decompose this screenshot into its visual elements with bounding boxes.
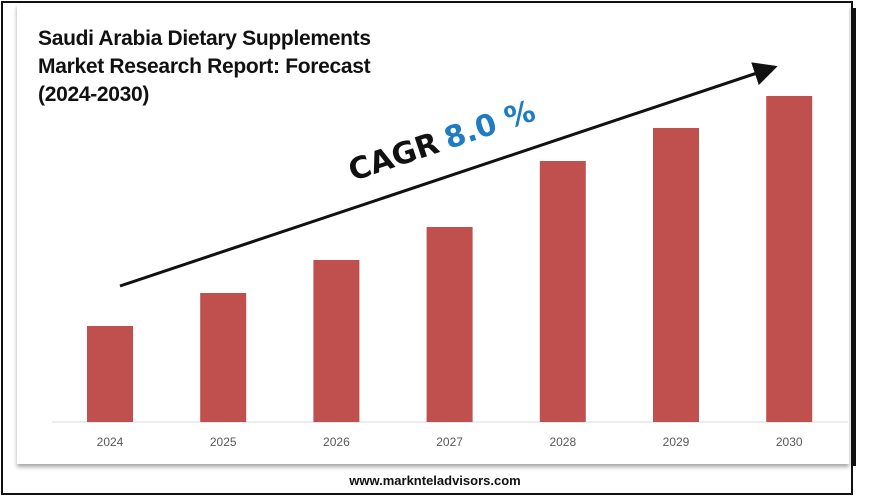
bar-2026 [313,260,360,422]
x-tick-label: 2027 [436,435,463,449]
bar-2027 [426,227,473,422]
cagr-label: CAGR [344,126,443,189]
bar-2030 [766,96,813,422]
cagr-value: 8.0 % [440,94,540,157]
x-tick-label: 2028 [549,435,576,449]
growth-arrow [119,62,778,288]
cagr-annotation: CAGR8.0 % [344,94,540,189]
x-tick-label: 2030 [776,435,803,449]
x-tick-label: 2029 [663,435,690,449]
chart-title: Saudi Arabia Dietary Supplements Market … [38,27,371,106]
bar-2024 [87,326,133,422]
x-tick-label: 2024 [97,435,124,449]
bar-2028 [539,161,586,422]
footer-url: www.marknteladvisors.com [349,473,521,488]
x-tick-label: 2026 [323,435,350,449]
frame-edge [852,8,856,466]
bar-2025 [200,293,247,422]
bar-2029 [653,128,699,422]
x-tick-label: 2025 [210,435,237,449]
svg-text:CAGR8.0 %: CAGR8.0 % [344,94,540,189]
